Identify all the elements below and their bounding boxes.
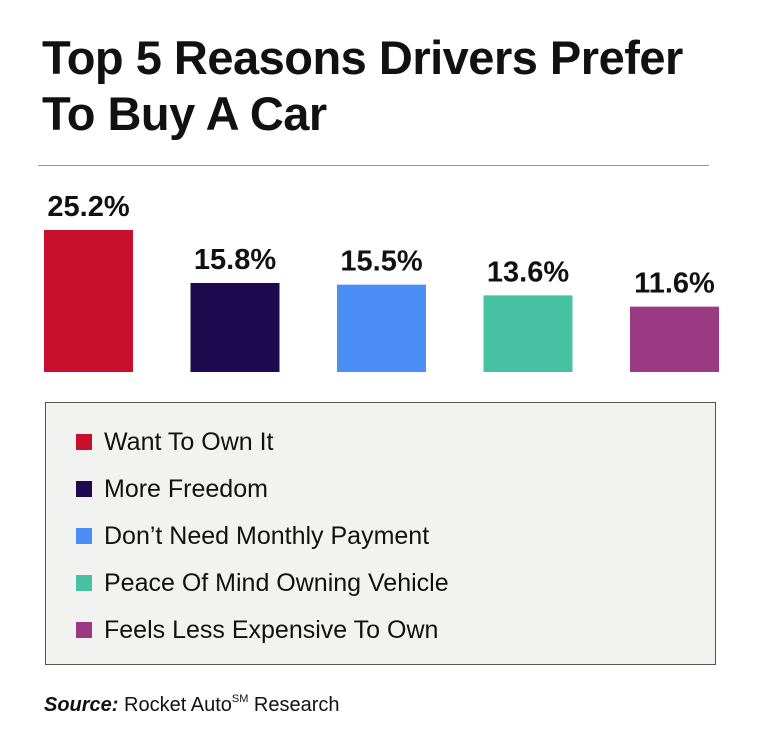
- bar-value-label-1: 25.2%: [47, 191, 129, 223]
- legend-label: Feels Less Expensive To Own: [104, 616, 439, 644]
- bar-5: [630, 306, 719, 372]
- chart-title: Top 5 Reasons Drivers Prefer To Buy A Ca…: [42, 31, 683, 140]
- bar-4: [483, 295, 573, 372]
- bar-value-label-5: 11.6%: [634, 268, 715, 300]
- legend-label: Don’t Need Monthly Payment: [104, 522, 430, 550]
- bar-2: [190, 282, 280, 372]
- bar-value-label-2: 15.8%: [194, 244, 276, 276]
- legend-swatch: [76, 434, 92, 450]
- legend-swatch: [76, 622, 92, 638]
- bar-1: [44, 230, 133, 372]
- bar-value-label-3: 15.5%: [340, 246, 422, 278]
- legend-label: Want To Own It: [104, 428, 274, 456]
- title-divider: [38, 165, 709, 166]
- legend-swatch: [76, 481, 92, 497]
- bar-chart: 25.2% 15.8% 15.5% 13.6% 11.6%: [44, 191, 719, 372]
- legend-swatch: [76, 528, 92, 544]
- legend-item: Don’t Need Monthly Payment: [46, 521, 715, 551]
- legend-item: Peace Of Mind Owning Vehicle: [46, 568, 715, 598]
- legend-item: Feels Less Expensive To Own: [46, 615, 715, 645]
- source-label: Source:: [44, 694, 119, 716]
- legend-label: More Freedom: [104, 475, 268, 503]
- bar-3: [337, 284, 426, 372]
- legend-swatch: [76, 575, 92, 591]
- source-name: Rocket Auto: [124, 694, 232, 716]
- source-service-mark: SM: [231, 693, 249, 705]
- chart-legend: Want To Own It More Freedom Don’t Need Mon…: [45, 402, 716, 665]
- bar-value-label-4: 13.6%: [487, 256, 569, 288]
- legend-item: More Freedom: [46, 474, 715, 504]
- source-suffix: Research: [248, 694, 340, 716]
- source-note: Source: Rocket AutoSM Research: [44, 686, 340, 718]
- legend-item: Want To Own It: [46, 427, 715, 457]
- legend-label: Peace Of Mind Owning Vehicle: [104, 569, 449, 597]
